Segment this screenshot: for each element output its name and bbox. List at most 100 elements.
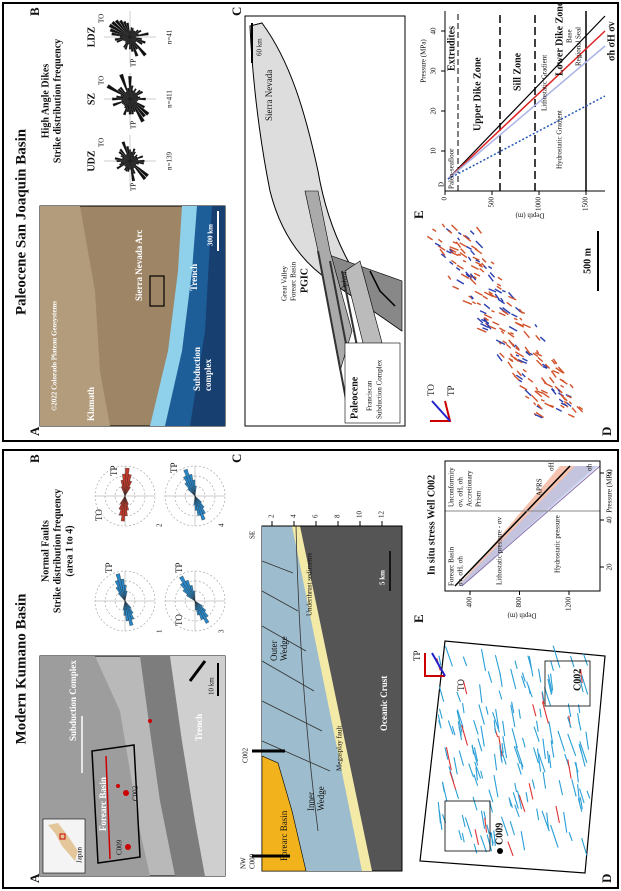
rose-petal xyxy=(119,73,131,100)
line-shape xyxy=(447,15,606,180)
panel-letter: B xyxy=(27,454,42,463)
dike-trace xyxy=(449,261,454,265)
rose-petal xyxy=(121,98,131,105)
dike-trace xyxy=(469,277,477,285)
fault-trace xyxy=(532,704,537,717)
dike-trace xyxy=(447,275,452,280)
fault-trace xyxy=(568,831,573,842)
fault-trace xyxy=(473,843,478,854)
plot-label: APRS xyxy=(536,478,544,496)
section-label: PGIC xyxy=(299,268,310,293)
fault-trace xyxy=(514,660,518,670)
dike-trace xyxy=(568,401,573,405)
plot-label: σv, σH, σh xyxy=(457,477,465,507)
plot-label: Lower Dike Zone xyxy=(554,1,565,76)
circle-shape xyxy=(123,790,129,796)
dike-trace xyxy=(560,384,565,388)
polygon-shape xyxy=(40,206,110,426)
rose-label: TP xyxy=(169,462,179,473)
plot-label: Sill Zone xyxy=(512,52,523,91)
scale-label: 5 km xyxy=(379,570,387,585)
fault-trace xyxy=(514,782,518,793)
dike-trace xyxy=(557,388,561,393)
fault-trace xyxy=(579,741,588,763)
dike-trace xyxy=(550,388,557,395)
fault-trace xyxy=(511,701,515,714)
rose-petal xyxy=(120,154,131,162)
rose-petal xyxy=(128,98,132,115)
rose-petal xyxy=(129,98,145,123)
dike-trace xyxy=(535,334,541,341)
fault-trace xyxy=(579,797,583,810)
dike-trace xyxy=(544,402,554,409)
dike-trace xyxy=(537,356,544,363)
rose-petal xyxy=(122,600,126,611)
dike-trace xyxy=(558,398,564,403)
fault-trace xyxy=(447,720,454,735)
rose-petal xyxy=(106,84,131,100)
dike-trace xyxy=(485,322,492,330)
fault-trace xyxy=(579,677,584,693)
dike-trace xyxy=(452,285,460,290)
fault-trace xyxy=(552,645,561,668)
dike-trace xyxy=(563,400,568,404)
fault-trace xyxy=(462,702,465,714)
panel-letter: A xyxy=(27,426,42,436)
fault-trace xyxy=(522,737,526,748)
fault-trace xyxy=(571,779,577,797)
fault-trace xyxy=(518,709,521,719)
fault-trace xyxy=(579,788,585,804)
rose-petal xyxy=(193,590,196,602)
rose-petal xyxy=(194,485,197,497)
line-shape xyxy=(105,755,111,860)
rose-zone: LDZ xyxy=(86,26,97,47)
rose-petal xyxy=(114,19,131,38)
fault-trace xyxy=(437,714,441,726)
fault-trace xyxy=(480,770,484,779)
dike-trace xyxy=(523,330,531,339)
rose-petal xyxy=(129,36,134,52)
dike-trace xyxy=(437,245,446,251)
fault-trace xyxy=(536,748,542,772)
dike-trace xyxy=(548,376,555,384)
plot-label: Lithostatic Gradient xyxy=(541,55,549,111)
fault-trace xyxy=(547,674,553,694)
fault-trace xyxy=(539,708,542,718)
fault-trace xyxy=(499,745,503,761)
panel-heading: Strike distribution frequency xyxy=(52,489,63,613)
fault-trace xyxy=(533,747,539,764)
plot-label: Forearc Basin xyxy=(448,546,456,586)
dike-trace xyxy=(522,323,531,329)
dike-trace xyxy=(470,249,476,256)
dike-trace xyxy=(438,238,443,243)
dike-trace xyxy=(534,351,543,357)
fault-trace xyxy=(513,746,521,765)
plot-label: Regional Seal xyxy=(575,27,583,66)
fault-trace xyxy=(581,837,588,856)
fault-trace xyxy=(586,790,591,799)
dike-trace xyxy=(464,234,470,240)
dike-trace xyxy=(496,283,502,287)
dike-trace xyxy=(559,390,563,394)
dike-trace xyxy=(516,370,522,377)
section-label: Inner xyxy=(306,792,316,811)
dike-trace xyxy=(475,261,483,266)
fault-trace xyxy=(521,672,526,682)
dike-trace xyxy=(451,259,457,265)
area-box xyxy=(544,660,591,707)
fault-trace xyxy=(569,655,575,668)
map-frame xyxy=(419,640,606,874)
fault-trace xyxy=(541,691,545,701)
rose-petal xyxy=(121,141,131,162)
fault-trace xyxy=(518,794,526,812)
dike-trace xyxy=(515,346,520,351)
fault-traces xyxy=(436,645,591,857)
rose-petal xyxy=(129,36,139,57)
fault-trace xyxy=(578,721,582,731)
dike-trace xyxy=(448,230,453,234)
dike-trace xyxy=(489,272,496,278)
rose-petal xyxy=(109,28,131,38)
dike-trace xyxy=(481,318,490,324)
rose-label: TO xyxy=(98,138,106,147)
dike-trace xyxy=(459,242,468,248)
